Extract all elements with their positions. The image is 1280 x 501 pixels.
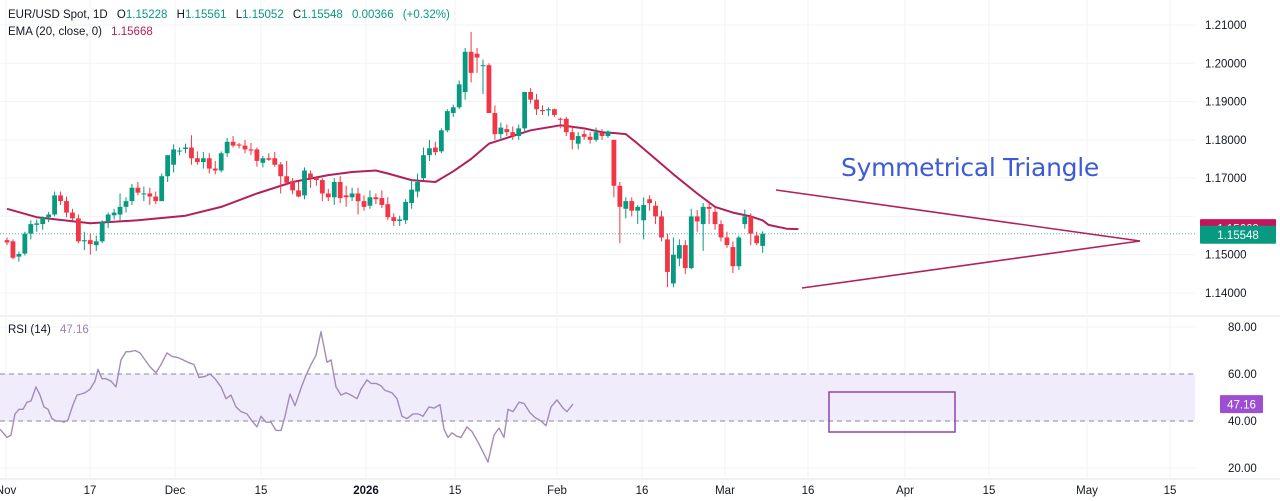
svg-text:15: 15 bbox=[1164, 485, 1177, 497]
svg-text:Apr: Apr bbox=[896, 485, 914, 497]
svg-text:2026: 2026 bbox=[353, 485, 379, 497]
svg-text:17: 17 bbox=[84, 485, 97, 497]
change-percent: (+0.32%) bbox=[402, 9, 450, 21]
svg-text:1.15000: 1.15000 bbox=[1205, 250, 1247, 262]
svg-text:15: 15 bbox=[449, 485, 462, 497]
svg-text:1.18000: 1.18000 bbox=[1205, 135, 1247, 147]
svg-text:Nov: Nov bbox=[0, 485, 16, 497]
rsi-range-box bbox=[828, 391, 956, 433]
svg-text:1.15548: 1.15548 bbox=[1217, 230, 1259, 242]
rsi-value: 47.16 bbox=[60, 324, 89, 336]
ohlc-open: O1.15228 bbox=[116, 9, 168, 21]
svg-text:80.00: 80.00 bbox=[1228, 322, 1257, 334]
svg-text:60.00: 60.00 bbox=[1228, 369, 1257, 381]
candlestick-series bbox=[4, 31, 766, 288]
svg-text:Dec: Dec bbox=[165, 485, 186, 497]
symmetrical-triangle-drawing[interactable] bbox=[775, 189, 1141, 289]
change-value: 0.00366 bbox=[352, 9, 394, 21]
ema-line bbox=[0, 124, 1195, 235]
svg-text:Feb: Feb bbox=[547, 485, 567, 497]
svg-text:1.20000: 1.20000 bbox=[1205, 58, 1247, 70]
rsi-legend[interactable]: RSI (14) 47.16 bbox=[8, 324, 95, 336]
ohlc-high: H1.15561 bbox=[176, 9, 227, 21]
ohlc-close: C1.15548 bbox=[292, 9, 343, 21]
svg-text:1.19000: 1.19000 bbox=[1205, 97, 1247, 109]
ema-legend[interactable]: EMA (20, close, 0) 1.15668 bbox=[8, 26, 159, 38]
svg-text:40.00: 40.00 bbox=[1228, 416, 1257, 428]
ohlc-low: L1.15052 bbox=[235, 9, 284, 21]
svg-text:1.17000: 1.17000 bbox=[1205, 173, 1247, 185]
svg-text:1.21000: 1.21000 bbox=[1205, 20, 1247, 32]
svg-text:Mar: Mar bbox=[715, 485, 735, 497]
svg-text:16: 16 bbox=[636, 485, 649, 497]
ema-label: EMA (20, close, 0) bbox=[8, 26, 102, 38]
svg-text:15: 15 bbox=[983, 485, 996, 497]
main-legend: EUR/USD Spot, 1D O1.15228 H1.15561 L1.15… bbox=[8, 9, 456, 21]
svg-text:16: 16 bbox=[802, 485, 815, 497]
svg-text:47.16: 47.16 bbox=[1227, 400, 1256, 412]
svg-text:1.14000: 1.14000 bbox=[1205, 288, 1247, 300]
symbol-title[interactable]: EUR/USD Spot, 1D bbox=[8, 9, 108, 21]
rsi-band bbox=[0, 373, 1195, 422]
ema-value: 1.15668 bbox=[111, 26, 153, 38]
svg-text:20.00: 20.00 bbox=[1228, 463, 1257, 475]
svg-text:15: 15 bbox=[255, 485, 268, 497]
rsi-label: RSI (14) bbox=[8, 324, 51, 336]
svg-text:May: May bbox=[1076, 485, 1098, 497]
rsi-line bbox=[0, 331, 956, 463]
axes: 1.21000 1.20000 1.19000 1.18000 1.17000 1.150… bbox=[0, 20, 1257, 497]
symmetrical-triangle-label[interactable]: Symmetrical Triangle bbox=[841, 153, 1099, 182]
